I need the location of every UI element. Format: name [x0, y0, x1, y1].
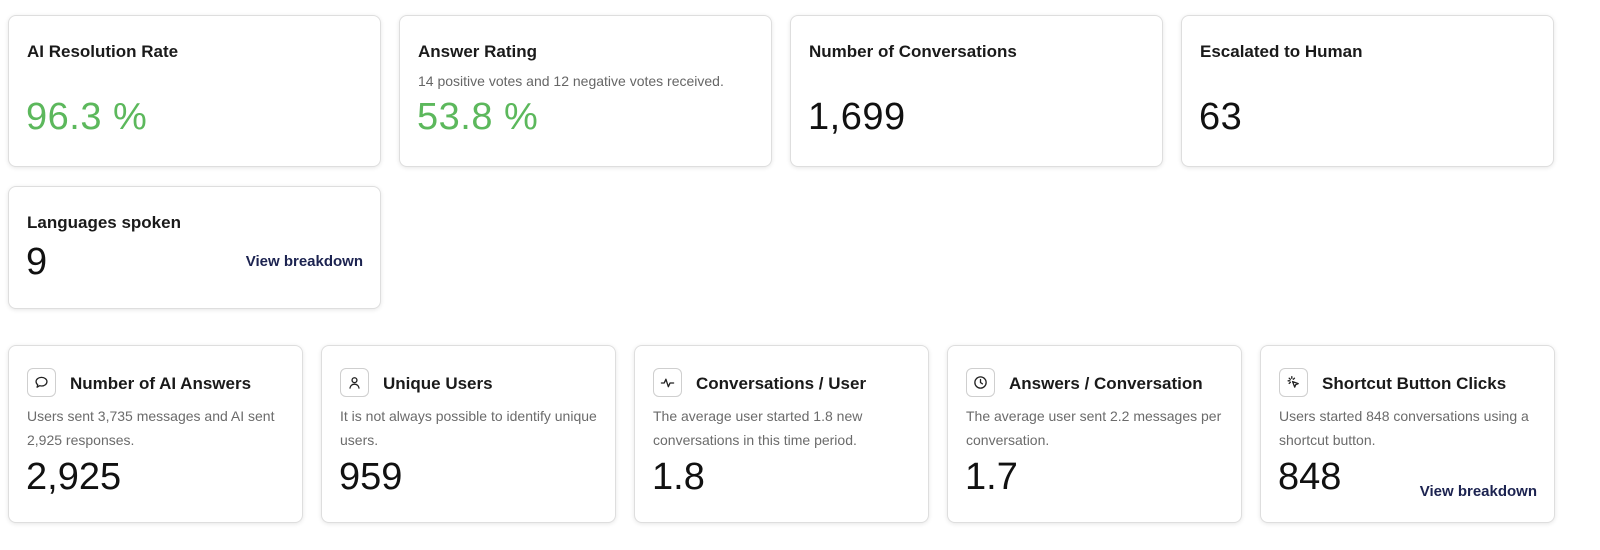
card-title: Escalated to Human: [1200, 42, 1363, 61]
card-value: 96.3 %: [26, 96, 148, 138]
activity-icon: [653, 368, 682, 397]
card-title: Unique Users: [383, 374, 493, 393]
stat-card-conversations-per-user: Conversations / User The average user st…: [634, 345, 929, 523]
card-value: 53.8 %: [417, 96, 539, 138]
card-description: It is not always possible to identify un…: [340, 408, 597, 448]
card-title: Shortcut Button Clicks: [1322, 374, 1507, 393]
card-value: 1.8: [652, 456, 705, 498]
user-icon: [340, 368, 369, 397]
card-value: 63: [1199, 96, 1243, 138]
card-value: 2,925: [26, 456, 122, 498]
stat-card-escalated-to-human: Escalated to Human 63: [1181, 15, 1554, 167]
card-value: 848: [1278, 456, 1342, 498]
card-value: 1.7: [965, 456, 1018, 498]
stat-card-languages-spoken: Languages spoken 9 View breakdown: [8, 186, 381, 309]
stat-card-answer-rating: Answer Rating 14 positive votes and 12 n…: [399, 15, 772, 167]
cursor-click-icon: [1279, 368, 1308, 397]
stat-card-number-of-conversations: Number of Conversations 1,699: [790, 15, 1163, 167]
card-description: The average user sent 2.2 messages per c…: [966, 408, 1222, 448]
card-title: AI Resolution Rate: [27, 42, 179, 61]
card-title: Answers / Conversation: [1009, 374, 1203, 393]
stat-card-shortcut-button-clicks: Shortcut Button Clicks Users started 848…: [1260, 345, 1555, 523]
card-description: Users sent 3,735 messages and AI sent 2,…: [27, 408, 275, 448]
card-description: The average user started 1.8 new convers…: [653, 408, 863, 448]
stat-card-ai-resolution-rate: AI Resolution Rate 96.3 %: [8, 15, 381, 167]
view-breakdown-link[interactable]: View breakdown: [245, 253, 363, 270]
card-description: Users started 848 conversations using a …: [1279, 408, 1529, 448]
card-value: 9: [26, 241, 48, 283]
stat-card-answers-per-conversation: Answers / Conversation The average user …: [947, 345, 1242, 523]
stat-card-unique-users: Unique Users It is not always possible t…: [321, 345, 616, 523]
card-value: 1,699: [808, 96, 906, 138]
card-title: Conversations / User: [696, 374, 867, 393]
card-title: Number of Conversations: [809, 42, 1017, 61]
card-value: 959: [339, 456, 403, 498]
chat-bubble-icon: [27, 368, 56, 397]
card-title: Answer Rating: [418, 42, 538, 61]
view-breakdown-link[interactable]: View breakdown: [1419, 483, 1537, 500]
card-title: Number of AI Answers: [70, 374, 252, 393]
clock-icon: [966, 368, 995, 397]
stat-card-number-of-ai-answers: Number of AI Answers Users sent 3,735 me…: [8, 345, 303, 523]
card-subtitle: 14 positive votes and 12 negative votes …: [418, 73, 724, 89]
card-title: Languages spoken: [27, 213, 181, 232]
